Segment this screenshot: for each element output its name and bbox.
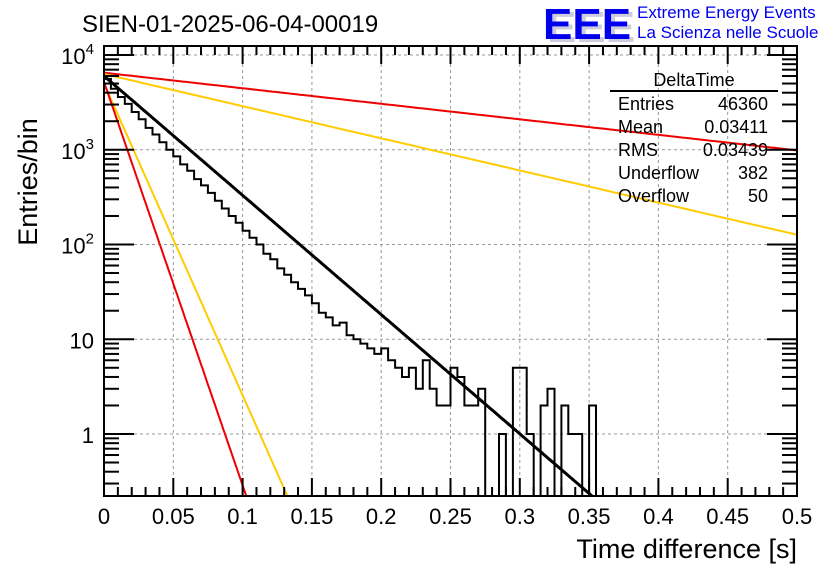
stats-box: DeltaTime Entries 46360 Mean 0.03411 RMS 0.03… [610, 70, 778, 206]
logo-line1: Extreme Energy Events [637, 3, 816, 22]
stats-value: 0.03439 [703, 140, 768, 160]
x-axis-title: Time difference [s] [576, 534, 797, 564]
series-line-yellow-slow [103, 73, 798, 236]
y-tick-label: 104 [61, 41, 94, 69]
x-tick-label: 0.3 [505, 504, 536, 529]
y-tick-label: 103 [61, 136, 94, 164]
x-tick-label: 0.45 [706, 504, 749, 529]
chart-title: SIEN-01-2025-06-04-00019 [82, 11, 378, 38]
stats-value: 0.03411 [704, 117, 768, 137]
y-tick-exponent: 2 [86, 231, 94, 248]
grid [104, 46, 797, 496]
y-tick-label: 1 [82, 423, 94, 448]
y-tick-label: 10 [70, 328, 94, 353]
series-line-red-fast [103, 81, 248, 497]
y-tick-base: 10 [61, 44, 85, 69]
x-tick-label: 0.35 [568, 504, 611, 529]
y-tick-base: 10 [61, 139, 85, 164]
y-tick-base: 10 [61, 234, 85, 259]
x-tick-label: 0 [98, 504, 110, 529]
x-tick-label: 0.2 [366, 504, 397, 529]
y-tick-exponent: 3 [86, 136, 94, 153]
stats-label: RMS [618, 140, 658, 160]
logo-mark-shadow: EEE [547, 3, 635, 52]
x-tick-label: 0.05 [152, 504, 195, 529]
stats-label: Entries [618, 94, 674, 114]
x-tick-label: 0.25 [429, 504, 472, 529]
stats-value: 46360 [718, 94, 768, 114]
x-tick-label: 0.15 [290, 504, 333, 529]
series-line-yellow-fast [103, 83, 289, 497]
stats-label: Underflow [618, 163, 700, 183]
eee-logo: EEE EEE Extreme Energy Events La Scienza… [543, 0, 818, 52]
series-line-red-slow [103, 71, 798, 152]
stats-label: Overflow [618, 186, 690, 206]
stats-value: 50 [748, 186, 768, 206]
logo-mark: EEE [543, 0, 631, 49]
y-tick-base: 10 [70, 328, 94, 353]
logo-line2: La Scienza nelle Scuole [637, 23, 818, 42]
stats-title: DeltaTime [653, 70, 734, 90]
y-tick-exponent: 4 [86, 41, 94, 58]
stats-value: 382 [738, 163, 768, 183]
fit-curves [102, 71, 798, 498]
y-axis-title: Entries/bin [13, 118, 43, 246]
x-tick-label: 0.1 [227, 504, 258, 529]
x-tick-label: 0.4 [643, 504, 674, 529]
x-tick-label: 0.5 [782, 504, 813, 529]
stats-label: Mean [618, 117, 663, 137]
y-tick-base: 1 [82, 423, 94, 448]
x-axis-ticks: 0 0.05 0.1 0.15 0.2 0.25 0.3 0.35 0.4 0.45 0.5 [98, 46, 812, 529]
y-tick-label: 102 [61, 231, 94, 259]
series-line-exponential-fit [102, 74, 593, 498]
